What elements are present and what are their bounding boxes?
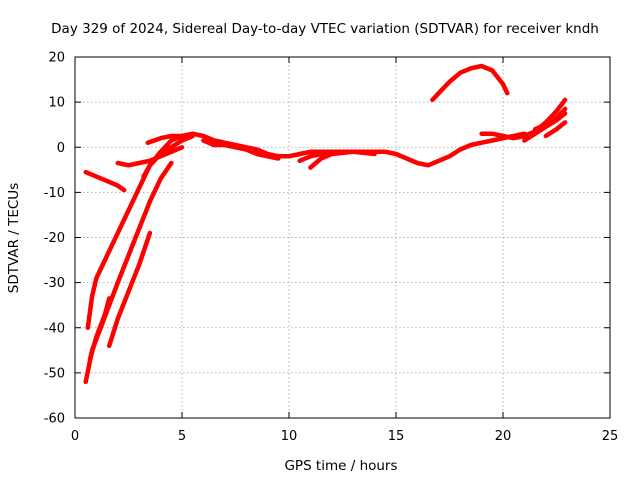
x-tick-label: 0 — [71, 429, 79, 444]
data-series — [83, 63, 568, 385]
chart-title: Day 329 of 2024, Sidereal Day-to-day VTE… — [51, 21, 599, 37]
series-arc-16 — [543, 120, 568, 139]
series-arc-5 — [83, 169, 127, 193]
y-tick-label: 20 — [48, 51, 65, 66]
y-tick-label: 10 — [48, 96, 65, 111]
series-arc-3 — [87, 296, 112, 362]
series-arc-15 — [532, 106, 568, 132]
axes: 0 5 10 15 20 25 -60 -50 -40 -30 -20 -10 0 10 20 — [44, 51, 619, 445]
y-tick-label: 0 — [57, 141, 65, 156]
grid — [75, 57, 610, 418]
y-tick-label: -60 — [44, 412, 65, 427]
x-axis-label: GPS time / hours — [284, 458, 397, 474]
series-arc-1 — [85, 133, 185, 331]
series-arc-13 — [479, 97, 568, 141]
y-tick-label: -40 — [44, 321, 65, 336]
x-tick-label: 15 — [388, 429, 405, 444]
x-tick-label: 20 — [495, 429, 512, 444]
x-tick-label: 25 — [602, 429, 619, 444]
y-tick-label: -10 — [44, 186, 65, 201]
y-tick-label: -50 — [44, 366, 65, 381]
series-arc-12 — [430, 63, 510, 103]
series-arc-9 — [201, 138, 281, 161]
y-tick-label: -20 — [44, 231, 65, 246]
x-tick-label: 10 — [281, 429, 298, 444]
y-tick-label: -30 — [44, 276, 65, 291]
y-axis-label: SDTVAR / TECUs — [6, 183, 22, 293]
x-tick-label: 5 — [178, 429, 186, 444]
series-arc-4 — [106, 230, 153, 349]
series-arc-7 — [141, 133, 195, 179]
series-arc-6 — [115, 145, 185, 168]
series-arc-10 — [297, 149, 335, 164]
series-arc-11 — [308, 149, 377, 170]
